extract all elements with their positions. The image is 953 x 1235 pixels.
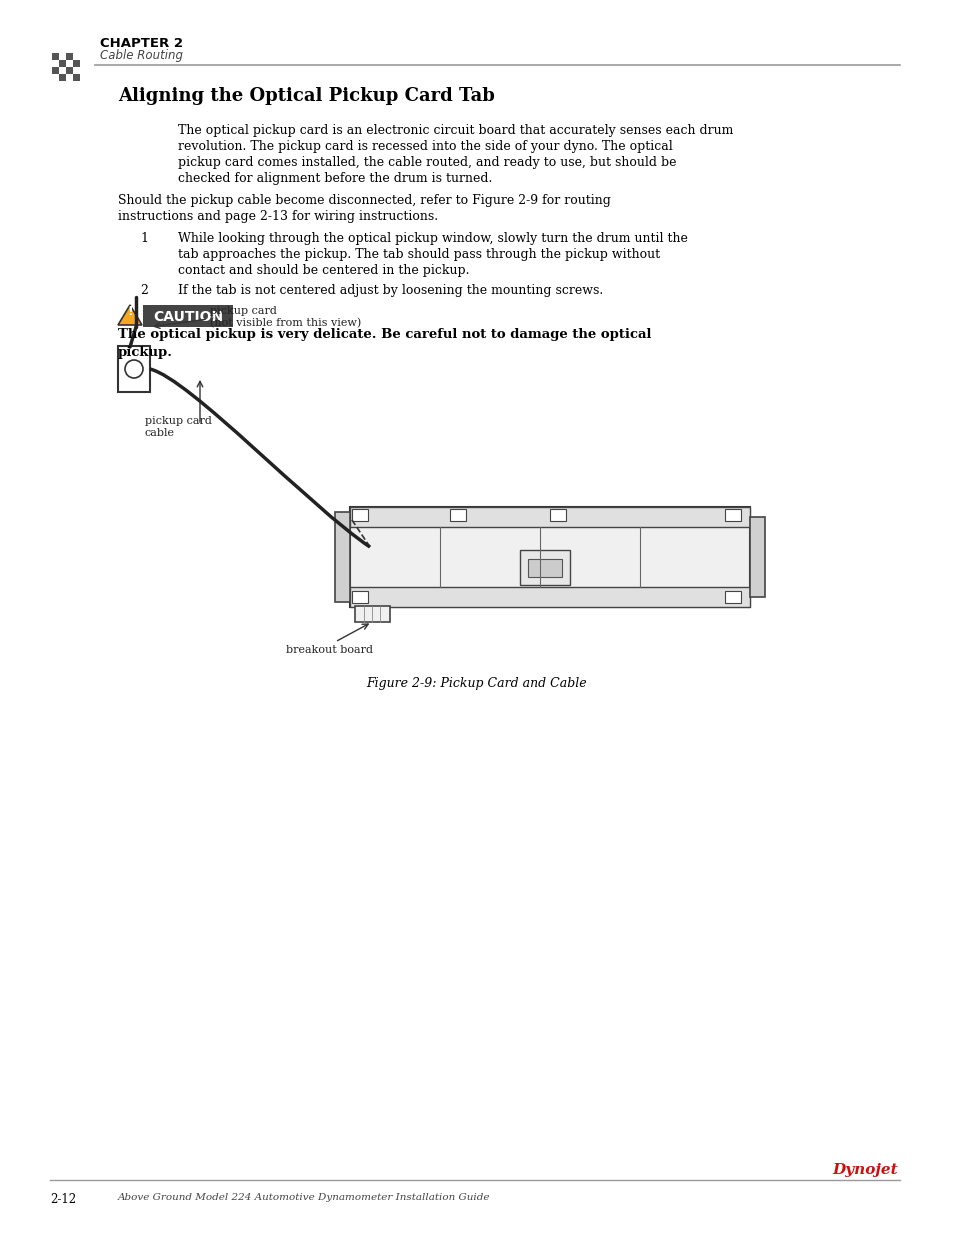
Bar xyxy=(73,61,80,67)
Text: !: ! xyxy=(127,305,132,317)
Bar xyxy=(350,508,749,527)
Text: The optical pickup card is an electronic circuit board that accurately senses ea: The optical pickup card is an electronic… xyxy=(178,124,733,137)
Text: Figure 2-9: Pickup Card and Cable: Figure 2-9: Pickup Card and Cable xyxy=(366,677,587,690)
Text: Dynojet: Dynojet xyxy=(831,1163,897,1177)
Text: pickup card comes installed, the cable routed, and ready to use, but should be: pickup card comes installed, the cable r… xyxy=(178,156,676,169)
Text: instructions and page 2-13 for wiring instructions.: instructions and page 2-13 for wiring in… xyxy=(118,210,437,224)
Text: If the tab is not centered adjust by loosening the mounting screws.: If the tab is not centered adjust by loo… xyxy=(178,284,602,296)
Bar xyxy=(59,61,66,67)
Bar xyxy=(59,53,66,61)
Text: tab approaches the pickup. The tab should pass through the pickup without: tab approaches the pickup. The tab shoul… xyxy=(178,248,659,261)
Bar xyxy=(352,592,368,603)
Bar xyxy=(52,53,59,61)
Bar xyxy=(550,509,565,521)
Text: pickup card
(not visible from this view): pickup card (not visible from this view) xyxy=(210,306,361,329)
Bar xyxy=(519,550,569,585)
Bar xyxy=(749,517,764,597)
Text: contact and should be centered in the pickup.: contact and should be centered in the pi… xyxy=(178,264,469,277)
Text: The optical pickup is very delicate. Be careful not to damage the optical: The optical pickup is very delicate. Be … xyxy=(118,329,651,341)
Text: pickup card
cable: pickup card cable xyxy=(145,416,212,437)
Bar xyxy=(335,513,350,601)
Text: 2: 2 xyxy=(140,284,148,296)
Bar xyxy=(724,509,740,521)
Text: Above Ground Model 224 Automotive Dynamometer Installation Guide: Above Ground Model 224 Automotive Dynamo… xyxy=(118,1193,490,1202)
Text: CAUTION: CAUTION xyxy=(152,310,223,324)
Bar xyxy=(450,509,465,521)
Text: While looking through the optical pickup window, slowly turn the drum until the: While looking through the optical pickup… xyxy=(178,232,687,245)
Bar xyxy=(352,509,368,521)
Bar xyxy=(66,74,73,82)
Text: Should the pickup cable become disconnected, refer to Figure 2-9 for routing: Should the pickup cable become disconnec… xyxy=(118,194,610,207)
Text: 2-12: 2-12 xyxy=(50,1193,76,1207)
Bar xyxy=(52,67,59,74)
Polygon shape xyxy=(118,305,142,325)
Bar xyxy=(66,67,73,74)
Bar xyxy=(59,67,66,74)
Bar xyxy=(527,559,561,577)
Text: breakout board: breakout board xyxy=(286,645,374,655)
Text: checked for alignment before the drum is turned.: checked for alignment before the drum is… xyxy=(178,172,492,185)
Bar xyxy=(73,67,80,74)
Text: Aligning the Optical Pickup Card Tab: Aligning the Optical Pickup Card Tab xyxy=(118,86,495,105)
Bar xyxy=(118,346,150,391)
Bar xyxy=(355,606,390,622)
Text: pickup.: pickup. xyxy=(118,346,172,359)
Bar xyxy=(59,74,66,82)
Bar xyxy=(73,74,80,82)
Text: Cable Routing: Cable Routing xyxy=(100,49,183,62)
Bar xyxy=(143,305,233,327)
Text: CHAPTER 2: CHAPTER 2 xyxy=(100,37,183,49)
Bar xyxy=(73,53,80,61)
Bar xyxy=(52,61,59,67)
Circle shape xyxy=(125,359,143,378)
Bar xyxy=(724,592,740,603)
Text: 1: 1 xyxy=(140,232,148,245)
Bar xyxy=(52,74,59,82)
Text: revolution. The pickup card is recessed into the side of your dyno. The optical: revolution. The pickup card is recessed … xyxy=(178,140,672,153)
Bar xyxy=(350,508,749,606)
Bar xyxy=(66,53,73,61)
Bar xyxy=(350,587,749,606)
Bar xyxy=(66,61,73,67)
